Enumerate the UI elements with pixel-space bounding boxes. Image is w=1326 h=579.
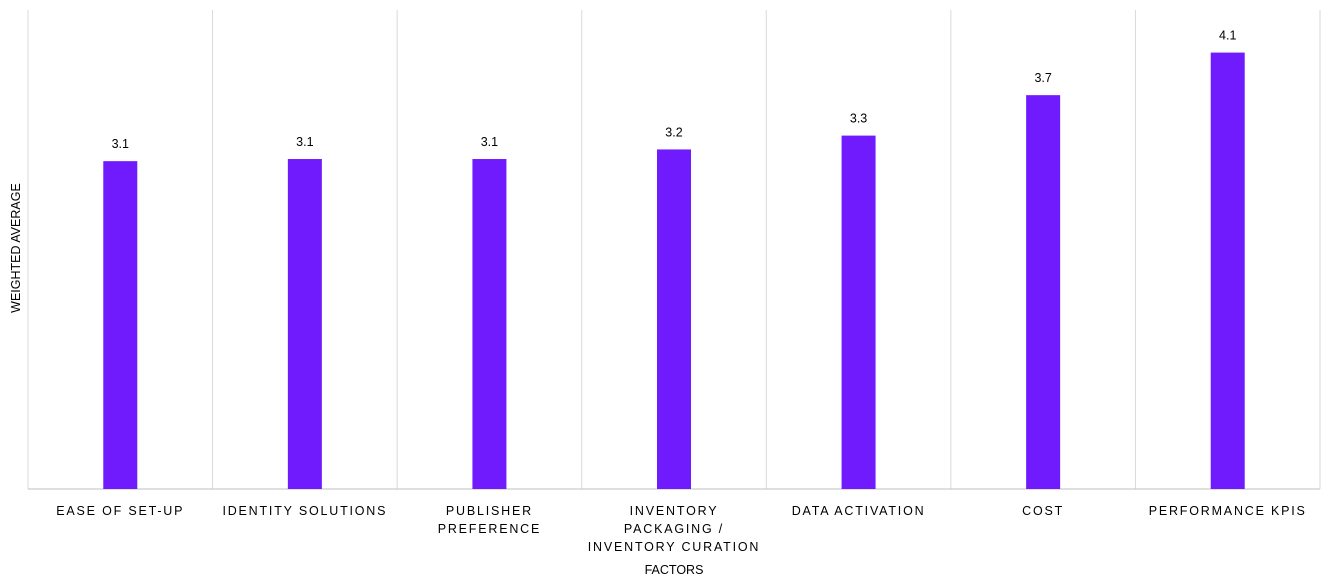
x-axis-title: FACTORS [645,563,704,577]
category-label: DATA ACTIVATION [792,504,926,518]
category-label: INVENTORY [630,504,719,518]
data-label: 4.1 [1219,29,1236,43]
category-label: INVENTORY CURATION [588,540,760,554]
bar [841,135,876,490]
bar [472,159,507,489]
data-labels: 3.1 3.1 3.1 3.2 3.3 3.7 4.1 [112,29,1237,152]
category-label: PACKAGING / [624,522,724,536]
bar [1210,52,1245,489]
category-label: PERFORMANCE KPIS [1149,504,1307,518]
bar [287,159,322,489]
category-label: COST [1022,504,1064,518]
data-label: 3.1 [112,137,129,151]
category-label: PUBLISHER [446,504,533,518]
y-axis-title: WEIGHTED AVERAGE [9,183,23,313]
data-label: 3.7 [1034,71,1051,85]
category-labels: EASE OF SET-UP IDENTITY SOLUTIONS PUBLISHE… [56,504,1307,554]
data-label: 3.2 [665,125,682,139]
category-gridlines [27,10,1321,489]
category-label: IDENTITY SOLUTIONS [222,504,387,518]
data-label: 3.3 [850,112,867,126]
data-label: 3.1 [481,135,498,149]
category-label: EASE OF SET-UP [56,504,184,518]
bars [103,52,1245,490]
data-label: 3.1 [296,135,313,149]
bar [103,161,138,489]
bar [657,149,691,490]
category-label: PREFERENCE [438,522,541,536]
bar [1026,95,1061,490]
